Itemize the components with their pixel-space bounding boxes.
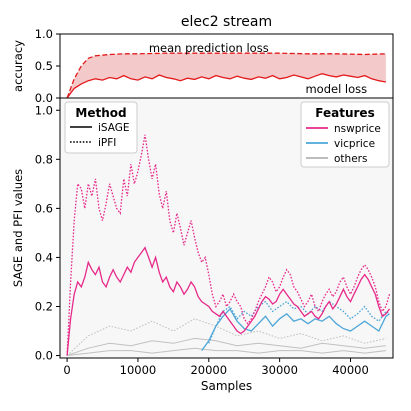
accuracy-annotation: model loss <box>305 82 367 96</box>
y-axis-label: SAGE and PFI values <box>11 169 25 287</box>
features-legend-box <box>300 101 390 168</box>
x-tick-label: 30000 <box>261 363 298 377</box>
y-tick-label: 1.0 <box>35 103 53 117</box>
features-legend-title: Features <box>315 106 374 120</box>
accuracy-series-line <box>66 52 386 99</box>
others-iSAGE-line <box>66 337 386 356</box>
x-tick-label: 0 <box>63 363 70 377</box>
y-tick-label: 0.6 <box>35 201 53 215</box>
accuracy-y-tick-label: 0.5 <box>35 59 53 73</box>
x-tick-label: 40000 <box>332 363 369 377</box>
others-iSAGE-line <box>67 347 386 356</box>
features-legend-label: others <box>334 153 367 165</box>
method-legend-box <box>64 101 138 154</box>
x-tick-label: 20000 <box>190 363 227 377</box>
method-legend-label: iSAGE <box>98 122 130 134</box>
features-legend-label: nswprice <box>334 123 381 135</box>
method-legend: Method iSAGE iPFI <box>64 101 138 154</box>
y-tick-label: 0.8 <box>35 152 53 166</box>
nswprice-iPFI-line <box>66 134 391 356</box>
method-legend-label: iPFI <box>98 137 116 149</box>
chart-title: elec2 stream <box>181 14 272 30</box>
nswprice-iSAGE-line <box>66 246 391 356</box>
vicprice-iSAGE-line <box>201 307 390 351</box>
accuracy-series-line <box>66 73 387 99</box>
importance-panel: 0.00.20.40.60.81.00 10000 20000 30000 40000 … <box>11 98 393 393</box>
accuracy-axis-label: accuracy <box>11 40 25 92</box>
method-legend-title: Method <box>75 106 126 120</box>
y-tick-label: 0.0 <box>35 349 53 363</box>
vicprice-iPFI-line <box>208 300 390 344</box>
features-legend-label: vicprice <box>334 138 375 150</box>
accuracy-annotation: mean prediction loss <box>149 41 269 55</box>
y-tick-label: 0.2 <box>35 299 53 313</box>
accuracy-y-tick-label: 0.0 <box>35 91 53 105</box>
accuracy-gap-fill <box>67 53 386 98</box>
features-legend: Features nswprice vicprice others <box>300 101 390 168</box>
accuracy-panel: mean prediction loss model loss 0.0 0.5 1.0… <box>11 14 393 105</box>
others-iPFI-line <box>66 318 387 356</box>
x-axis-label: Samples <box>201 379 252 393</box>
x-tick-label: 10000 <box>120 363 157 377</box>
y-tick-label: 0.4 <box>35 250 53 264</box>
accuracy-y-tick-label: 1.0 <box>35 27 53 41</box>
